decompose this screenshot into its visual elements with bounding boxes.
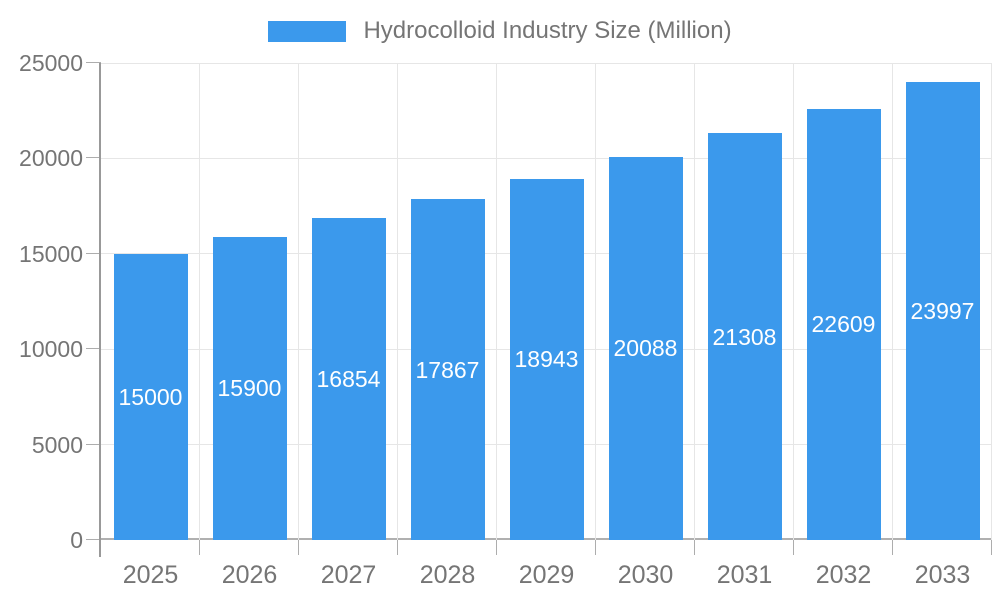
h-gridline: [101, 62, 992, 64]
v-gridline: [397, 63, 398, 540]
y-tick: [86, 443, 101, 445]
bar-value-label: 15900: [217, 375, 282, 402]
bar[interactable]: [806, 108, 881, 540]
bar-value-label: 15000: [118, 383, 183, 410]
bar-value-label: 16854: [316, 366, 381, 393]
y-tick: [86, 348, 101, 350]
bar[interactable]: [212, 236, 287, 540]
x-tick-label: 2025: [122, 561, 179, 589]
bar[interactable]: [311, 218, 386, 540]
y-tick-label: 25000: [19, 50, 83, 76]
y-tick-label: 15000: [19, 240, 83, 267]
y-tick: [86, 539, 101, 540]
x-tick-label: 2029: [518, 561, 575, 589]
v-gridline: [298, 63, 299, 540]
bar[interactable]: [410, 199, 485, 540]
x-tick-label: 2028: [419, 561, 476, 589]
x-tick-label: 2030: [617, 561, 674, 589]
x-tick: [991, 540, 992, 555]
x-tick: [892, 540, 893, 555]
bar[interactable]: [113, 253, 188, 540]
x-tick-label: 2033: [914, 561, 971, 589]
legend-swatch: [268, 20, 347, 42]
bar-value-label: 23997: [910, 298, 975, 325]
bar[interactable]: [707, 133, 782, 540]
plot-area: 0 5000 10000 15000 20000 25000 15000 2025 15900 2…: [19, 50, 992, 589]
legend[interactable]: Hydrocolloid Industry Size (Million): [0, 17, 1000, 45]
bar-value-label: 17867: [415, 356, 480, 383]
bar[interactable]: [608, 156, 683, 540]
v-gridline: [694, 63, 695, 540]
x-tick: [595, 540, 596, 555]
x-tick-label: 2032: [815, 561, 872, 589]
x-tick: [496, 540, 497, 555]
y-tick-label: 0: [70, 527, 83, 553]
x-tick: [397, 540, 398, 555]
y-tick-label: 20000: [19, 145, 83, 172]
v-gridline: [892, 63, 893, 540]
y-tick: [86, 62, 101, 63]
bar-value-label: 18943: [514, 346, 579, 373]
h-gridline: [101, 157, 992, 159]
v-gridline: [991, 63, 992, 540]
bar-value-label: 20088: [613, 335, 678, 362]
bar[interactable]: [509, 178, 584, 540]
x-tick: [298, 540, 299, 555]
v-gridline: [199, 63, 200, 540]
bar[interactable]: [905, 82, 980, 540]
x-tick-label: 2026: [221, 561, 278, 589]
bar-value-label: 22609: [811, 311, 876, 338]
v-gridline: [793, 63, 794, 540]
y-tick-label: 5000: [31, 431, 83, 458]
v-gridline: [595, 63, 596, 540]
y-tick: [86, 252, 101, 254]
bar-value-label: 21308: [712, 323, 777, 350]
x-tick-label: 2027: [320, 561, 377, 589]
y-tick: [86, 157, 101, 159]
x-tick: [199, 540, 200, 555]
y-axis-line: [99, 63, 101, 557]
y-tick-label: 10000: [19, 336, 83, 363]
x-tick-label: 2031: [716, 561, 773, 589]
v-gridline: [496, 63, 497, 540]
x-tick: [793, 540, 794, 555]
legend-label: Hydrocolloid Industry Size (Million): [363, 17, 732, 44]
x-tick: [694, 540, 695, 555]
